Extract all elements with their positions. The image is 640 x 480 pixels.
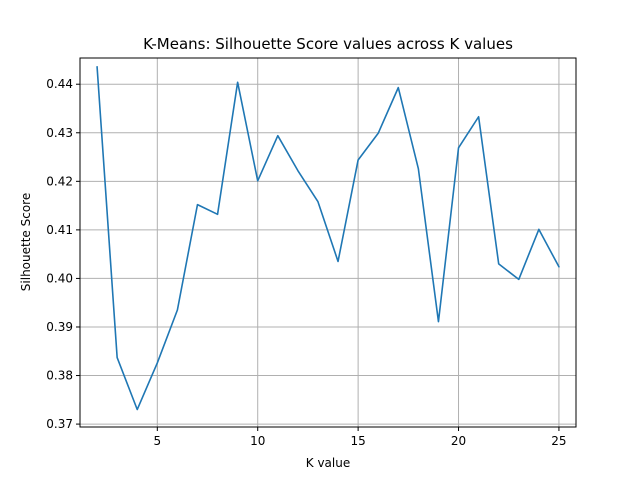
y-tick-label: 0.41 (46, 223, 73, 237)
series-line (96, 65, 560, 411)
x-axis-label: K value (306, 456, 350, 470)
y-axis-label: Silhouette Score (19, 193, 33, 291)
y-tick-label: 0.40 (46, 271, 73, 285)
y-tick-label: 0.38 (46, 369, 73, 383)
x-tick-label: 25 (551, 434, 566, 448)
series-layer (96, 65, 560, 411)
x-tick-label: 10 (250, 434, 265, 448)
x-tick-label: 20 (451, 434, 466, 448)
y-tick-label: 0.44 (46, 77, 73, 91)
x-tick-label: 5 (153, 434, 161, 448)
chart-title: K-Means: Silhouette Score values across … (143, 35, 513, 53)
y-tick-label: 0.43 (46, 126, 73, 140)
y-tick-label: 0.37 (46, 417, 73, 431)
y-tick-label: 0.39 (46, 320, 73, 334)
ticks-layer: 5 10 15 20 25 0.37 0.38 0.39 0.40 0.41 0.42 0.43 0.4… (46, 77, 566, 448)
y-tick-label: 0.42 (46, 174, 73, 188)
plot-frame (79, 57, 577, 428)
x-tick-label: 15 (350, 434, 365, 448)
